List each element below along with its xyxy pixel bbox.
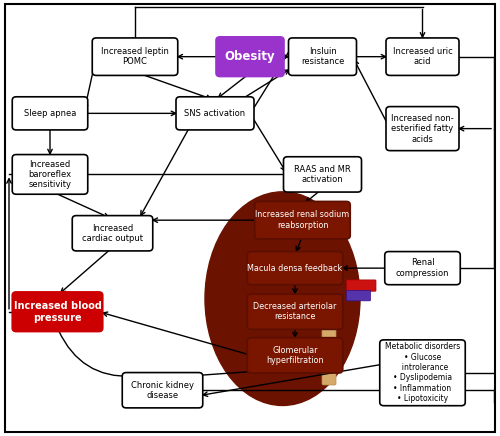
FancyBboxPatch shape bbox=[284, 157, 362, 192]
FancyBboxPatch shape bbox=[386, 38, 459, 75]
FancyBboxPatch shape bbox=[122, 372, 203, 408]
Text: Insluin
resistance: Insluin resistance bbox=[301, 47, 344, 66]
FancyBboxPatch shape bbox=[247, 252, 343, 285]
FancyBboxPatch shape bbox=[92, 38, 178, 75]
Text: Increased leptin
POMC: Increased leptin POMC bbox=[101, 47, 169, 66]
FancyBboxPatch shape bbox=[386, 106, 459, 150]
FancyBboxPatch shape bbox=[322, 295, 336, 385]
FancyBboxPatch shape bbox=[380, 340, 465, 405]
FancyBboxPatch shape bbox=[247, 294, 343, 330]
FancyBboxPatch shape bbox=[254, 201, 350, 239]
Text: RAAS and MR
activation: RAAS and MR activation bbox=[294, 165, 351, 184]
Text: Chronic kidney
disease: Chronic kidney disease bbox=[131, 381, 194, 400]
FancyBboxPatch shape bbox=[346, 290, 370, 301]
FancyBboxPatch shape bbox=[12, 292, 103, 331]
Text: Increased
baroreflex
sensitivity: Increased baroreflex sensitivity bbox=[28, 160, 72, 189]
FancyBboxPatch shape bbox=[385, 252, 460, 285]
Text: Increased
cardiac output: Increased cardiac output bbox=[82, 224, 143, 243]
FancyBboxPatch shape bbox=[12, 97, 88, 130]
Text: Sleep apnea: Sleep apnea bbox=[24, 109, 76, 118]
Text: Increased non-
esterified fatty
acids: Increased non- esterified fatty acids bbox=[391, 114, 454, 143]
Text: Increased blood
pressure: Increased blood pressure bbox=[14, 301, 102, 323]
Text: Glomerular
hyperfiltration: Glomerular hyperfiltration bbox=[266, 346, 324, 365]
Text: Renal
compression: Renal compression bbox=[396, 259, 449, 278]
FancyBboxPatch shape bbox=[288, 38, 356, 75]
Text: Decreased arteriolar
resistance: Decreased arteriolar resistance bbox=[254, 302, 336, 321]
FancyBboxPatch shape bbox=[72, 216, 153, 251]
FancyBboxPatch shape bbox=[216, 37, 284, 77]
Text: Macula densa feedback: Macula densa feedback bbox=[248, 264, 342, 272]
Text: Metabolic disorders
• Glucose
  introlerance
• Dyslipodemia
• Inflammation
• Lip: Metabolic disorders • Glucose introleran… bbox=[385, 342, 460, 403]
Text: Obesity: Obesity bbox=[224, 50, 276, 63]
Text: Increased renal sodium
reabsorption: Increased renal sodium reabsorption bbox=[256, 211, 350, 230]
Text: SNS activation: SNS activation bbox=[184, 109, 246, 118]
FancyBboxPatch shape bbox=[176, 97, 254, 130]
Text: Increased uric
acid: Increased uric acid bbox=[392, 47, 452, 66]
FancyBboxPatch shape bbox=[247, 337, 343, 373]
FancyBboxPatch shape bbox=[12, 155, 88, 194]
FancyBboxPatch shape bbox=[5, 4, 495, 432]
Ellipse shape bbox=[205, 192, 360, 405]
FancyBboxPatch shape bbox=[346, 280, 376, 291]
